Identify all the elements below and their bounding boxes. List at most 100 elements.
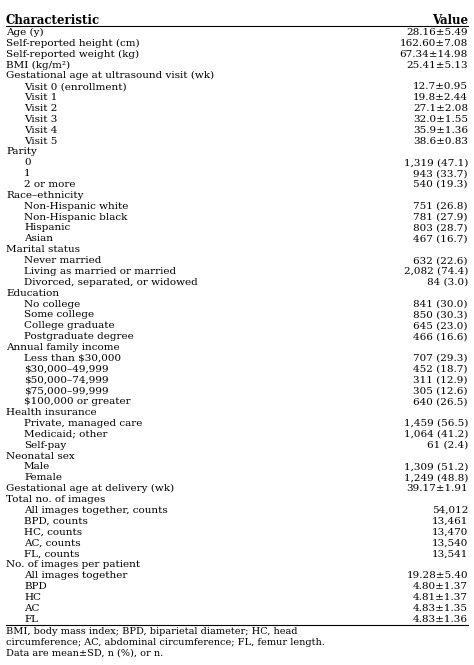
- Text: $100,000 or greater: $100,000 or greater: [24, 397, 131, 406]
- Text: 13,540: 13,540: [432, 539, 468, 547]
- Text: 4.81±1.37: 4.81±1.37: [413, 593, 468, 602]
- Text: Divorced, separated, or widowed: Divorced, separated, or widowed: [24, 278, 198, 287]
- Text: BMI, body mass index; BPD, biparietal diameter; HC, head: BMI, body mass index; BPD, biparietal di…: [6, 628, 298, 636]
- Text: 19.28±5.40: 19.28±5.40: [406, 571, 468, 580]
- Text: 632 (22.6): 632 (22.6): [413, 256, 468, 265]
- Text: All images together, counts: All images together, counts: [24, 506, 168, 515]
- Text: Gestational age at delivery (wk): Gestational age at delivery (wk): [6, 484, 174, 493]
- Text: AC: AC: [24, 604, 39, 612]
- Text: 803 (28.7): 803 (28.7): [413, 223, 468, 233]
- Text: No. of images per patient: No. of images per patient: [6, 560, 140, 569]
- Text: HC: HC: [24, 593, 41, 602]
- Text: 645 (23.0): 645 (23.0): [413, 321, 468, 331]
- Text: Medicaid; other: Medicaid; other: [24, 430, 108, 439]
- Text: 61 (2.4): 61 (2.4): [427, 441, 468, 450]
- Text: 640 (26.5): 640 (26.5): [413, 397, 468, 406]
- Text: Asian: Asian: [24, 234, 53, 243]
- Text: 54,012: 54,012: [432, 506, 468, 515]
- Text: 4.80±1.37: 4.80±1.37: [413, 582, 468, 591]
- Text: circumference; AC, abdominal circumference; FL, femur length.: circumference; AC, abdominal circumferen…: [6, 638, 325, 647]
- Text: Never married: Never married: [24, 256, 101, 265]
- Text: Visit 1: Visit 1: [24, 93, 57, 102]
- Text: 0: 0: [24, 158, 31, 168]
- Text: 1: 1: [24, 169, 31, 178]
- Text: 1,309 (51.2): 1,309 (51.2): [404, 462, 468, 471]
- Text: Private, managed care: Private, managed care: [24, 419, 142, 428]
- Text: 13,470: 13,470: [432, 527, 468, 537]
- Text: 1,249 (48.8): 1,249 (48.8): [404, 473, 468, 482]
- Text: Total no. of images: Total no. of images: [6, 495, 105, 504]
- Text: No college: No college: [24, 299, 80, 309]
- Text: College graduate: College graduate: [24, 321, 115, 331]
- Text: Visit 0 (enrollment): Visit 0 (enrollment): [24, 82, 127, 91]
- Text: Parity: Parity: [6, 148, 37, 156]
- Text: HC, counts: HC, counts: [24, 527, 82, 537]
- Text: 751 (26.8): 751 (26.8): [413, 201, 468, 211]
- Text: 28.16±5.49: 28.16±5.49: [406, 28, 468, 37]
- Text: Female: Female: [24, 473, 62, 482]
- Text: 850 (30.3): 850 (30.3): [413, 311, 468, 319]
- Text: 25.41±5.13: 25.41±5.13: [406, 61, 468, 70]
- Text: 466 (16.6): 466 (16.6): [413, 332, 468, 341]
- Text: 311 (12.9): 311 (12.9): [413, 376, 468, 384]
- Text: 27.1±2.08: 27.1±2.08: [413, 104, 468, 113]
- Text: 452 (18.7): 452 (18.7): [413, 364, 468, 374]
- Text: Living as married or married: Living as married or married: [24, 267, 176, 276]
- Text: 67.34±14.98: 67.34±14.98: [400, 50, 468, 59]
- Text: FL: FL: [24, 614, 38, 624]
- Text: Less than $30,000: Less than $30,000: [24, 354, 121, 363]
- Text: All images together: All images together: [24, 571, 128, 580]
- Text: Marital status: Marital status: [6, 245, 80, 254]
- Text: 707 (29.3): 707 (29.3): [413, 354, 468, 363]
- Text: 2,082 (74.4): 2,082 (74.4): [404, 267, 468, 276]
- Text: Self-reported height (cm): Self-reported height (cm): [6, 39, 140, 48]
- Text: BPD, counts: BPD, counts: [24, 517, 88, 526]
- Text: Hispanic: Hispanic: [24, 223, 70, 233]
- Text: Education: Education: [6, 289, 59, 298]
- Text: 4.83±1.36: 4.83±1.36: [413, 614, 468, 624]
- Text: 540 (19.3): 540 (19.3): [413, 180, 468, 189]
- Text: Non-Hispanic black: Non-Hispanic black: [24, 213, 128, 221]
- Text: 19.8±2.44: 19.8±2.44: [413, 93, 468, 102]
- Text: Annual family income: Annual family income: [6, 343, 119, 352]
- Text: 13,541: 13,541: [432, 549, 468, 559]
- Text: Age (y): Age (y): [6, 28, 44, 37]
- Text: $75,000–99,999: $75,000–99,999: [24, 386, 109, 396]
- Text: 1,064 (41.2): 1,064 (41.2): [404, 430, 468, 439]
- Text: 1,459 (56.5): 1,459 (56.5): [404, 419, 468, 428]
- Text: 162.60±7.08: 162.60±7.08: [400, 39, 468, 48]
- Text: 32.0±1.55: 32.0±1.55: [413, 115, 468, 124]
- Text: Value: Value: [432, 14, 468, 27]
- Text: Health insurance: Health insurance: [6, 408, 97, 417]
- Text: 39.17±1.91: 39.17±1.91: [406, 484, 468, 493]
- Text: AC, counts: AC, counts: [24, 539, 81, 547]
- Text: Neonatal sex: Neonatal sex: [6, 452, 75, 461]
- Text: 2 or more: 2 or more: [24, 180, 75, 189]
- Text: Postgraduate degree: Postgraduate degree: [24, 332, 134, 341]
- Text: Visit 2: Visit 2: [24, 104, 57, 113]
- Text: 38.6±0.83: 38.6±0.83: [413, 136, 468, 146]
- Text: 841 (30.0): 841 (30.0): [413, 299, 468, 309]
- Text: Visit 4: Visit 4: [24, 126, 57, 135]
- Text: 943 (33.7): 943 (33.7): [413, 169, 468, 178]
- Text: 13,461: 13,461: [432, 517, 468, 526]
- Text: Non-Hispanic white: Non-Hispanic white: [24, 201, 128, 211]
- Text: BMI (kg/m²): BMI (kg/m²): [6, 61, 70, 70]
- Text: BPD: BPD: [24, 582, 47, 591]
- Text: 1,319 (47.1): 1,319 (47.1): [404, 158, 468, 168]
- Text: FL, counts: FL, counts: [24, 549, 80, 559]
- Text: Self-reported weight (kg): Self-reported weight (kg): [6, 50, 139, 59]
- Text: Some college: Some college: [24, 311, 94, 319]
- Text: 781 (27.9): 781 (27.9): [413, 213, 468, 221]
- Text: Male: Male: [24, 462, 50, 471]
- Text: 12.7±0.95: 12.7±0.95: [413, 82, 468, 91]
- Text: $30,000–49,999: $30,000–49,999: [24, 364, 109, 374]
- Text: 305 (12.6): 305 (12.6): [413, 386, 468, 396]
- Text: Characteristic: Characteristic: [6, 14, 100, 27]
- Text: Visit 5: Visit 5: [24, 136, 57, 146]
- Text: Race–ethnicity: Race–ethnicity: [6, 191, 83, 200]
- Text: 467 (16.7): 467 (16.7): [413, 234, 468, 243]
- Text: 84 (3.0): 84 (3.0): [427, 278, 468, 287]
- Text: 4.83±1.35: 4.83±1.35: [413, 604, 468, 612]
- Text: Gestational age at ultrasound visit (wk): Gestational age at ultrasound visit (wk): [6, 71, 214, 80]
